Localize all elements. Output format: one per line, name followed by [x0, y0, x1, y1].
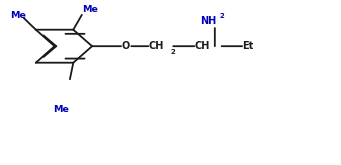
Text: Me: Me — [10, 11, 26, 20]
Text: CH: CH — [194, 41, 210, 51]
Text: Me: Me — [53, 105, 69, 114]
Text: 2: 2 — [170, 49, 175, 55]
Text: Et: Et — [242, 41, 253, 51]
Text: O: O — [121, 41, 129, 51]
Text: CH: CH — [148, 41, 164, 51]
Text: NH: NH — [201, 16, 217, 26]
Text: 2: 2 — [220, 14, 225, 19]
Text: Me: Me — [82, 5, 98, 14]
